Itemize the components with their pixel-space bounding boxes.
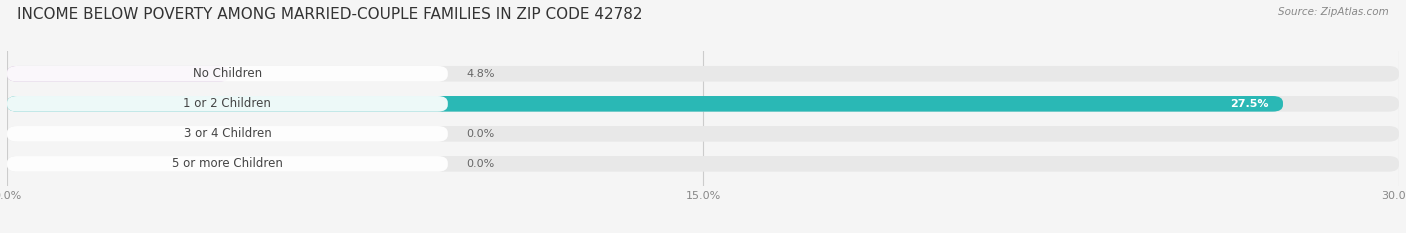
FancyBboxPatch shape: [7, 156, 1399, 172]
FancyBboxPatch shape: [7, 66, 447, 82]
Text: 5 or more Children: 5 or more Children: [172, 157, 283, 170]
Text: 0.0%: 0.0%: [467, 129, 495, 139]
Text: Source: ZipAtlas.com: Source: ZipAtlas.com: [1278, 7, 1389, 17]
Text: 1 or 2 Children: 1 or 2 Children: [183, 97, 271, 110]
FancyBboxPatch shape: [7, 66, 1399, 82]
FancyBboxPatch shape: [7, 66, 229, 82]
Text: 0.0%: 0.0%: [467, 159, 495, 169]
Text: No Children: No Children: [193, 67, 262, 80]
FancyBboxPatch shape: [7, 96, 1399, 112]
Text: 3 or 4 Children: 3 or 4 Children: [184, 127, 271, 140]
Text: 27.5%: 27.5%: [1230, 99, 1270, 109]
FancyBboxPatch shape: [7, 156, 447, 172]
FancyBboxPatch shape: [7, 126, 1399, 142]
FancyBboxPatch shape: [7, 96, 1284, 112]
Text: INCOME BELOW POVERTY AMONG MARRIED-COUPLE FAMILIES IN ZIP CODE 42782: INCOME BELOW POVERTY AMONG MARRIED-COUPL…: [17, 7, 643, 22]
FancyBboxPatch shape: [7, 126, 447, 142]
Text: 4.8%: 4.8%: [467, 69, 495, 79]
FancyBboxPatch shape: [7, 96, 447, 112]
